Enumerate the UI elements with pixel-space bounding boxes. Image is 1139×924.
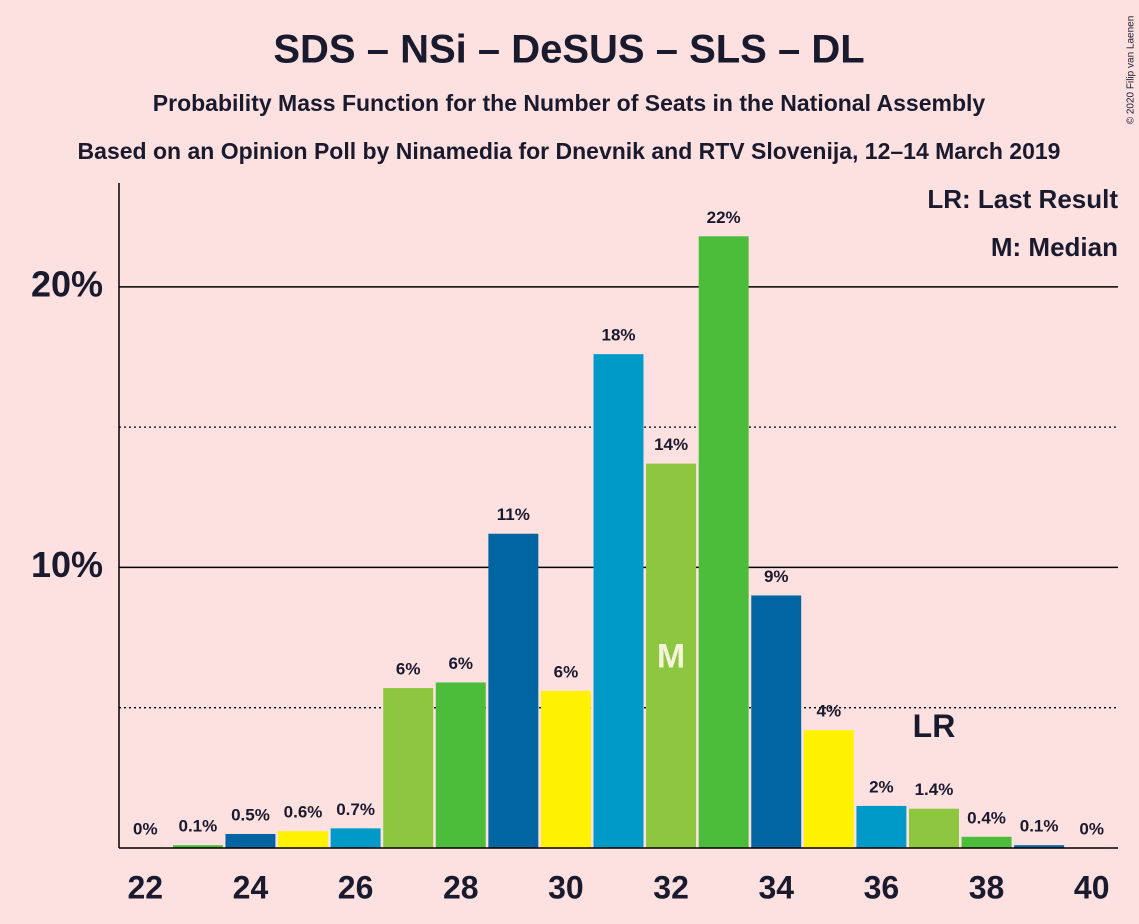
last-result-marker: LR [913,708,956,744]
bar [435,682,486,848]
value-label: 0.5% [231,805,270,824]
value-label: 0.1% [1020,817,1059,836]
bar [278,831,329,848]
value-label: 6% [554,662,579,681]
x-tick-label: 22 [127,869,163,905]
copyright: © 2020 Filip van Laenen [1126,16,1137,125]
bar [540,690,591,848]
value-label: 9% [764,567,789,586]
bar [225,833,276,848]
bar [330,828,381,848]
value-label: 22% [707,208,741,227]
legend-entry: M: Median [991,232,1118,262]
chart-subtitle: Based on an Opinion Poll by Ninamedia fo… [78,138,1061,164]
value-label: 0.4% [967,808,1006,827]
bar [646,463,697,848]
bar [751,595,802,848]
value-label: 0.1% [178,817,217,836]
median-marker: M [657,638,685,676]
value-label: 0% [1079,819,1104,838]
value-label: 0.6% [284,803,323,822]
value-label: 4% [817,702,842,721]
x-tick-label: 32 [653,869,689,905]
value-label: 0.7% [336,800,375,819]
bar [961,836,1012,848]
bar [172,845,223,848]
chart-subtitle: Probability Mass Function for the Number… [153,90,986,116]
bar [1014,845,1065,848]
value-label: 18% [601,326,635,345]
bar [803,730,854,848]
value-label: 0% [133,819,158,838]
bar [383,688,434,848]
value-label: 1.4% [915,780,954,799]
bar [908,808,959,848]
chart-title: SDS – NSi – DeSUS – SLS – DL [273,28,864,72]
bar [856,805,907,848]
x-tick-label: 40 [1074,869,1110,905]
value-label: 6% [448,654,473,673]
bar [698,236,749,848]
y-tick-label: 10% [31,544,103,585]
x-tick-label: 36 [864,869,900,905]
x-tick-label: 24 [233,869,269,905]
x-tick-label: 34 [758,869,794,905]
value-label: 2% [869,777,894,796]
x-tick-label: 26 [338,869,374,905]
value-label: 14% [654,435,688,454]
bar [488,533,539,848]
value-label: 6% [396,660,421,679]
x-tick-label: 30 [548,869,584,905]
legend-entry: LR: Last Result [927,184,1118,214]
bar [593,354,644,848]
x-tick-label: 28 [443,869,479,905]
value-label: 11% [497,505,530,524]
x-tick-label: 38 [969,869,1005,905]
y-tick-label: 20% [31,263,103,304]
